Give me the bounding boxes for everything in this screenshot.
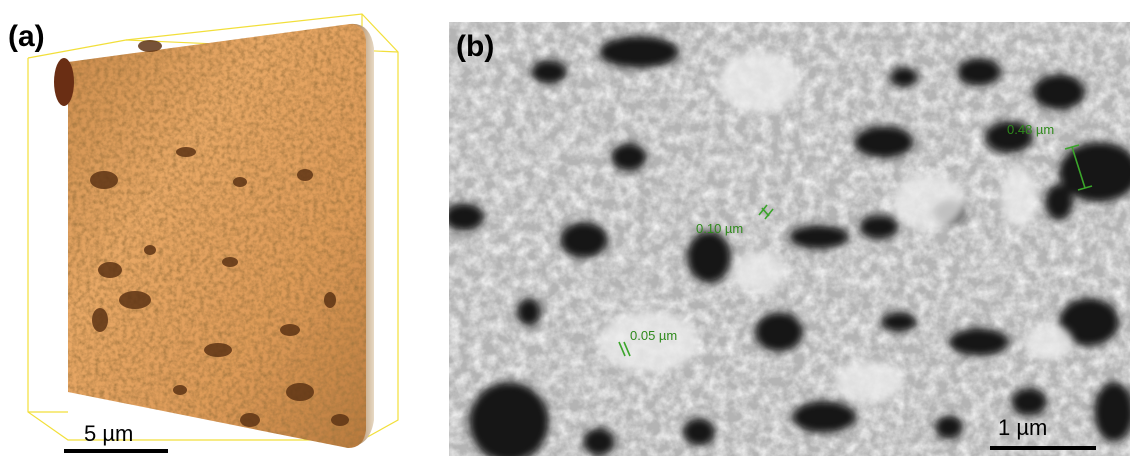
panel-a-3d-volume: (a) 5 µm <box>0 0 440 456</box>
sem-pores <box>449 36 1130 456</box>
scale-bar-a <box>64 449 168 453</box>
measurement-label-0-05: 0.05 µm <box>630 328 678 343</box>
sem-micrograph <box>449 22 1130 456</box>
measure-marker-0-05 <box>618 341 631 357</box>
volume-edge-blob <box>54 58 74 106</box>
panel-b-label: (b) <box>456 30 495 63</box>
volume-front-face <box>68 24 366 448</box>
measurement-markers <box>618 144 1093 357</box>
scale-bar-label-a: 5 µm <box>84 421 134 446</box>
measure-marker-0-10 <box>758 204 774 220</box>
measurement-label-0-10: 0.10 µm <box>696 221 744 236</box>
scale-bar-label-b: 1 µm <box>998 415 1048 440</box>
sem-bright-grains <box>599 52 1073 402</box>
panel-a-label: (a) <box>8 20 45 53</box>
panel-b-sem-image: (b) 0.48 µm 0.10 µm 0.05 µm 1 µm <box>449 22 1130 456</box>
measure-marker-0-48 <box>1064 144 1093 191</box>
volume-pores <box>90 40 349 427</box>
volume-rendering <box>27 13 399 448</box>
measurement-label-0-48: 0.48 µm <box>1007 122 1055 137</box>
scale-bar-b <box>990 446 1096 450</box>
